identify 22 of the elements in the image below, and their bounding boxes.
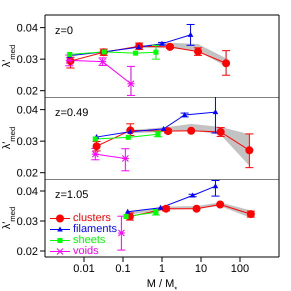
y-tick-label: 0.03 — [16, 136, 38, 148]
annotation: z=0.49 — [55, 107, 88, 119]
y-tick-label: 0.04 — [16, 186, 38, 198]
legend-label: filaments — [73, 222, 118, 235]
y-tick-label: 0.03 — [16, 216, 38, 228]
y-tick-label: 0.03 — [16, 54, 38, 66]
annotation: z=0 — [55, 25, 74, 37]
x-tick-label: 1 — [158, 262, 166, 275]
x-axis-title: M / M$_{*}$ — [146, 278, 178, 291]
x-tick-label: 0.01 — [73, 262, 95, 275]
x-tick-label: 0.1 — [115, 262, 131, 275]
x-tick-label: 100 — [230, 262, 250, 275]
x-tick-label: 10 — [194, 262, 208, 275]
y-tick-label: 0.02 — [16, 246, 38, 258]
legend-label: clusters — [73, 212, 111, 224]
y-tick-label: 0.02 — [16, 86, 38, 98]
legend-label: voids — [73, 244, 99, 257]
annotation: z=1.05 — [55, 189, 88, 201]
y-tick-label: 0.04 — [16, 104, 38, 117]
y-tick-label: 0.02 — [16, 168, 38, 180]
legend-label: sheets — [73, 234, 106, 246]
y-tick-label: 0.04 — [16, 22, 38, 35]
